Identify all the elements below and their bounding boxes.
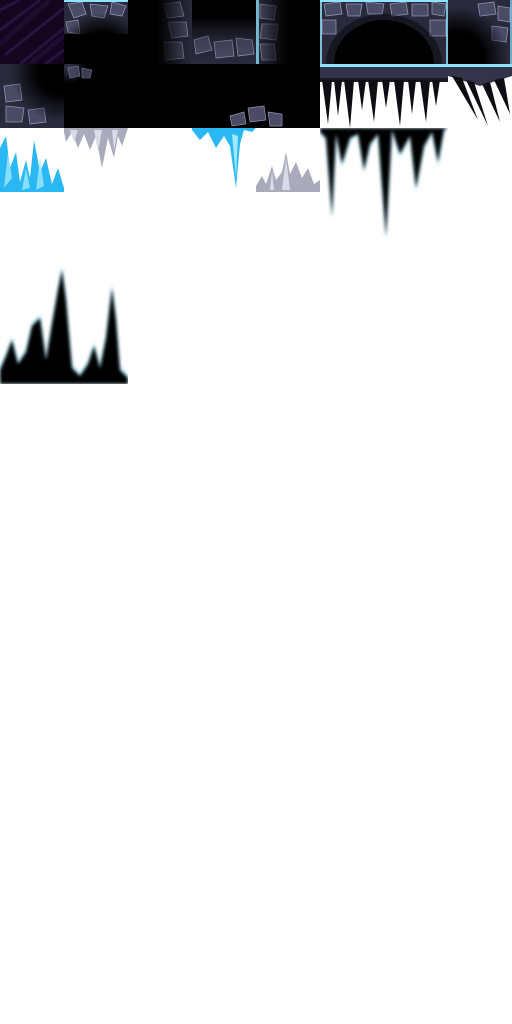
purple-void-tile	[0, 0, 64, 64]
rock-wall-right	[128, 0, 192, 64]
rock-inner-corner-bottom	[192, 0, 256, 64]
empty-slot-1	[128, 128, 192, 192]
black-fill-tile	[128, 64, 192, 128]
icicle-ledge-wide	[320, 64, 448, 128]
ice-stalactite-single	[192, 128, 256, 192]
rock-corner-top-left	[64, 0, 128, 64]
rock-wall-left	[256, 0, 320, 64]
shadow-stalactites	[320, 128, 448, 256]
ice-crystal-spikes	[0, 128, 64, 192]
icicle-ledge-pair	[448, 64, 512, 128]
grey-stalactites	[64, 128, 128, 192]
rock-corner-top-right	[448, 0, 512, 64]
shadow-stalagmites	[0, 256, 128, 384]
rock-mound-top	[64, 64, 128, 128]
rock-corner-left-bottom	[0, 64, 64, 128]
rock-inner-bottom-mound	[192, 64, 320, 128]
grey-stalagmites	[256, 128, 320, 192]
rock-arch-cave	[320, 0, 448, 64]
